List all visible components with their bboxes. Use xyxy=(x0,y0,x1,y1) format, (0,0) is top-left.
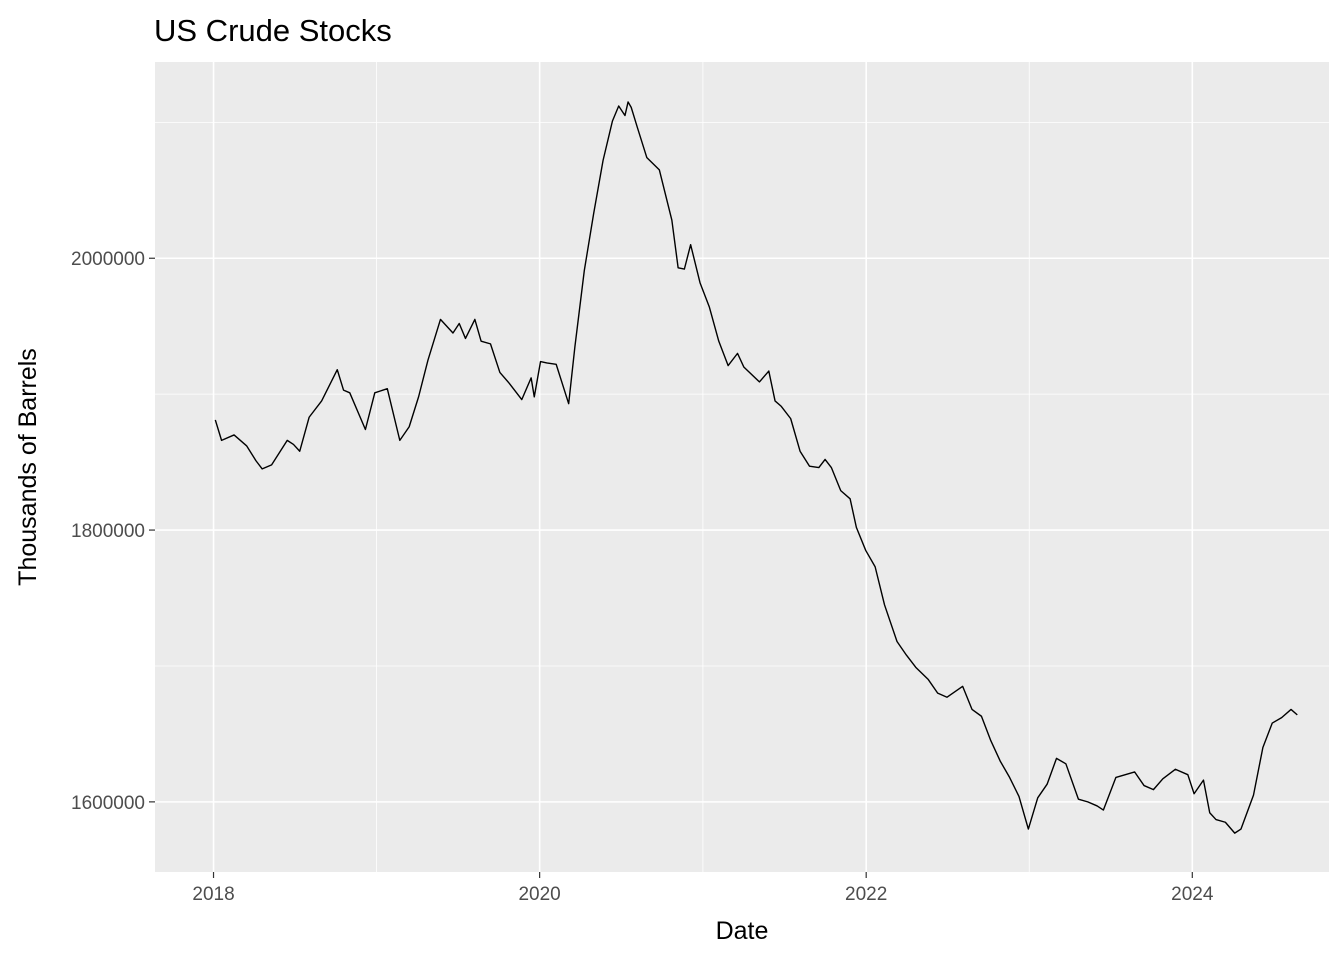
x-axis: 2018 2020 2022 2024 xyxy=(192,872,1214,905)
major-gridlines xyxy=(155,62,1329,872)
x-axis-title: Date xyxy=(716,917,769,945)
y-tick-label: 2000000 xyxy=(71,249,145,270)
y-axis-title: Thousands of Barrels xyxy=(14,348,42,586)
x-tick-label: 2022 xyxy=(845,884,887,905)
x-tick-label: 2020 xyxy=(518,884,560,905)
x-tick-label: 2024 xyxy=(1171,884,1214,905)
chart-title: US Crude Stocks xyxy=(154,13,392,48)
x-tick-label: 2018 xyxy=(192,884,234,905)
y-tick-label: 1600000 xyxy=(71,793,145,814)
series-line xyxy=(214,101,1298,834)
y-axis: 1600000 1800000 2000000 xyxy=(71,249,155,814)
y-tick-label: 1800000 xyxy=(71,521,145,542)
plot-panel xyxy=(155,62,1329,872)
